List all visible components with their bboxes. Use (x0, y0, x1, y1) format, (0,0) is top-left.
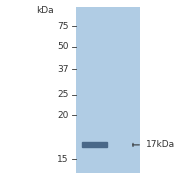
Text: 15: 15 (57, 155, 68, 164)
Bar (76, 7, 140, 173)
Text: 17kDa: 17kDa (146, 140, 175, 149)
Bar (82, 142, 107, 147)
Text: 50: 50 (57, 42, 68, 51)
Text: kDa: kDa (36, 6, 54, 15)
Text: 37: 37 (57, 65, 68, 74)
Text: 25: 25 (57, 90, 68, 99)
Text: 20: 20 (57, 111, 68, 120)
Text: 75: 75 (57, 22, 68, 31)
